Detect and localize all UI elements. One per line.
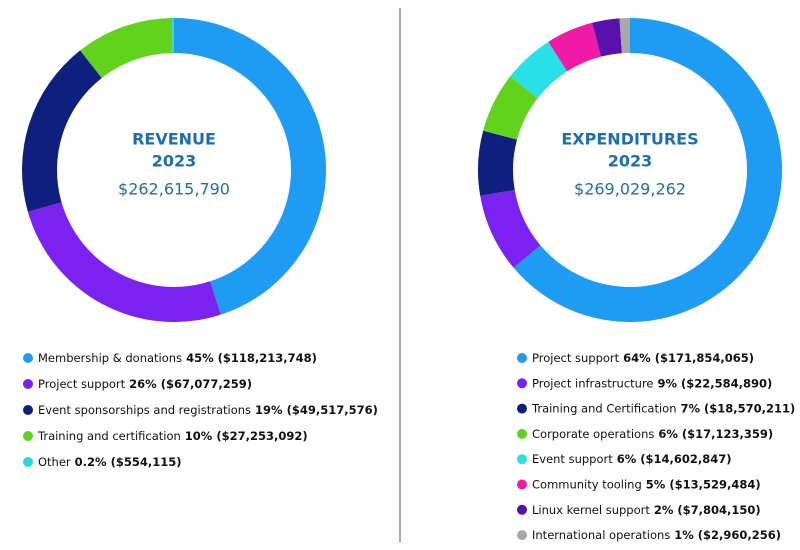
legend-marker [517, 530, 527, 541]
legend-amount: ($2,960,256) [698, 528, 781, 542]
chart-title: REVENUE [132, 130, 216, 149]
chart-title: EXPENDITURES [561, 130, 698, 149]
legend-entry: Membership & donations 45% ($118,213,748) [38, 351, 317, 365]
legend-name: Other [38, 455, 71, 469]
legend-percent: 2% [654, 502, 674, 516]
legend-amount: ($18,570,211) [704, 401, 795, 415]
legend-entry: Event support 6% ($14,602,847) [532, 452, 732, 466]
legend-name: Project support [532, 351, 620, 365]
legend-marker [23, 431, 33, 441]
legend-entry: Project infrastructure 9% ($22,584,890) [532, 376, 772, 390]
legend-name: Training and certification [37, 429, 181, 443]
legend-entry: International operations 1% ($2,960,256) [532, 528, 781, 542]
legend-percent: 5% [646, 477, 666, 491]
legend-entry: Other 0.2% ($554,115) [38, 455, 181, 469]
legend-amount: ($17,123,359) [682, 426, 773, 440]
legend-name: Training and Certification [531, 401, 677, 415]
legend-name: Event sponsorships and registrations [38, 403, 251, 417]
slice [22, 50, 102, 212]
legend-marker [23, 379, 33, 389]
legend-amount: ($22,584,890) [681, 376, 772, 390]
slice [619, 18, 630, 54]
legend-percent: 6% [617, 452, 637, 466]
legend-marker [23, 457, 33, 467]
slice [478, 130, 518, 196]
slice [548, 22, 601, 72]
legend-amount: ($27,253,092) [216, 429, 307, 443]
slice [480, 189, 541, 268]
total-label: $269,029,262 [574, 180, 686, 199]
legend-amount: ($554,115) [111, 455, 182, 469]
legend-entry: Corporate operations 6% ($17,123,359) [532, 426, 773, 440]
legend-percent: 0.2% [75, 455, 107, 469]
total-label: $262,615,790 [118, 180, 230, 199]
legend-percent: 9% [658, 376, 678, 390]
slice [27, 202, 221, 322]
legend-marker [23, 405, 33, 415]
legend-marker [517, 504, 527, 515]
legend-percent: 19% [255, 403, 283, 417]
legend-name: Linux kernel support [532, 502, 650, 516]
legend-marker [517, 428, 527, 439]
slice [80, 18, 173, 78]
chart-subtitle: 2023 [152, 152, 197, 171]
legend-entry: Event sponsorships and registrations 19% (… [38, 403, 378, 417]
legend-marker [517, 353, 527, 363]
legend-amount: ($67,077,259) [161, 377, 252, 391]
legend-name: Event support [532, 452, 613, 466]
legend-amount: ($7,804,150) [677, 502, 760, 516]
legend-name: International operations [532, 528, 670, 542]
legend-amount: ($118,213,748) [218, 351, 317, 365]
chart-subtitle: 2023 [608, 152, 653, 171]
legend-marker [23, 353, 33, 363]
slice [510, 41, 568, 99]
legend-percent: 26% [129, 377, 157, 391]
legend-percent: 45% [186, 351, 214, 365]
legend-entry: Training and certification 10% ($27,253,09… [37, 429, 308, 443]
legend-name: Community tooling [532, 477, 642, 491]
legend-amount: ($13,529,484) [669, 477, 760, 491]
legend-amount: ($49,517,576) [287, 403, 378, 417]
legend-marker [517, 454, 527, 465]
legend-percent: 64% [623, 351, 651, 365]
legend-entry: Training and Certification 7% ($18,570,211… [531, 401, 795, 415]
legend-percent: 6% [658, 426, 678, 440]
legend-entry: Project support 26% ($67,077,259) [38, 377, 252, 391]
legend-percent: 10% [185, 429, 213, 443]
legend-name: Corporate operations [532, 426, 654, 440]
legend-entry: Project support 64% ($171,854,065) [532, 351, 754, 365]
legend-percent: 1% [674, 528, 694, 542]
legend-percent: 7% [681, 401, 701, 415]
legend-name: Membership & donations [38, 351, 182, 365]
legend-amount: ($171,854,065) [655, 351, 754, 365]
slice [483, 76, 538, 140]
legend-entry: Community tooling 5% ($13,529,484) [532, 477, 761, 491]
slice [592, 18, 622, 57]
legend-entry: Linux kernel support 2% ($7,804,150) [532, 502, 761, 516]
legend-name: Project support [38, 377, 126, 391]
slice [171, 18, 174, 54]
legend-marker [517, 378, 527, 389]
slice [174, 18, 326, 315]
legend-marker [517, 479, 527, 490]
slice [513, 18, 782, 322]
legend-name: Project infrastructure [532, 376, 654, 390]
legend-amount: ($14,602,847) [640, 452, 731, 466]
legend-marker [517, 403, 527, 414]
